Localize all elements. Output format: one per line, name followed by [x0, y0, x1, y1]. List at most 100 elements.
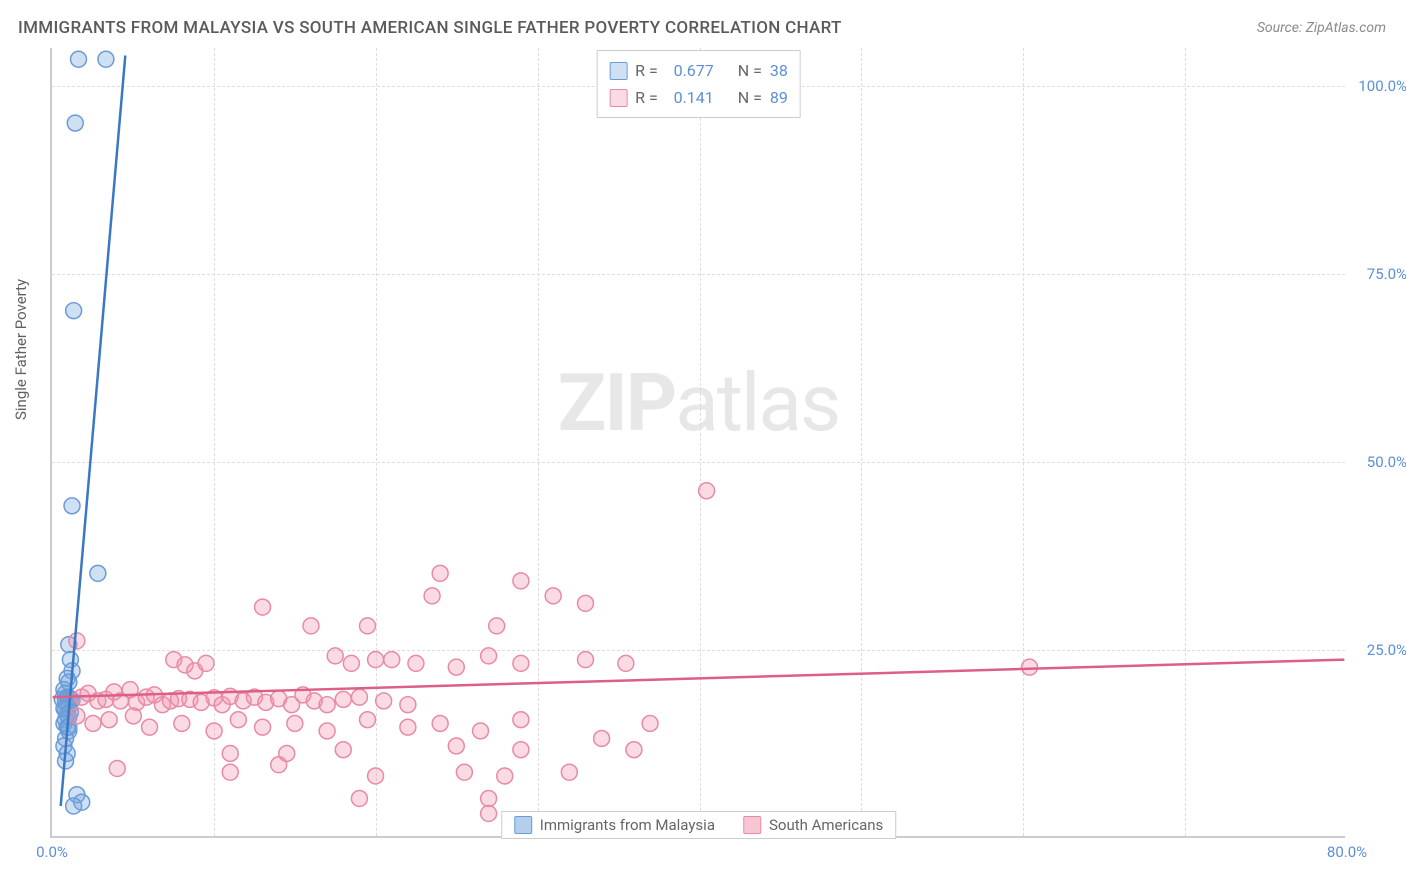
- legend-item: Immigrants from Malaysia: [514, 816, 715, 834]
- scatter-point: [448, 659, 464, 675]
- scatter-point: [98, 51, 114, 67]
- scatter-point: [174, 715, 190, 731]
- scatter-point: [456, 764, 472, 780]
- scatter-point: [222, 764, 238, 780]
- series-legend: Immigrants from Malaysia South Americans: [501, 811, 897, 839]
- scatter-point: [335, 742, 351, 758]
- scatter-point: [287, 715, 303, 731]
- scatter-point: [513, 655, 529, 671]
- scatter-point: [561, 764, 577, 780]
- scatter-point: [1022, 659, 1038, 675]
- scatter-point: [67, 115, 83, 131]
- correlation-row: R = 0.141 N = 89: [609, 84, 788, 111]
- swatch-icon: [609, 89, 627, 107]
- scatter-point: [368, 652, 384, 668]
- scatter-point: [360, 618, 376, 634]
- scatter-point: [481, 790, 497, 806]
- swatch-icon: [743, 816, 761, 834]
- scatter-point: [577, 595, 593, 611]
- scatter-point: [85, 715, 101, 731]
- scatter-point: [64, 498, 80, 514]
- legend-item: South Americans: [743, 816, 883, 834]
- scatter-point: [255, 599, 271, 615]
- scatter-point: [448, 738, 464, 754]
- r-value: 0.141: [666, 84, 714, 111]
- scatter-point: [360, 712, 376, 728]
- scatter-point: [319, 697, 335, 713]
- n-value: 38: [770, 57, 788, 84]
- scatter-point: [497, 768, 513, 784]
- scatter-point: [400, 697, 416, 713]
- scatter-point: [125, 708, 141, 724]
- scatter-point: [513, 742, 529, 758]
- scatter-point: [319, 723, 335, 739]
- scatter-point: [69, 633, 85, 649]
- scatter-point: [489, 618, 505, 634]
- scatter-point: [230, 712, 246, 728]
- scatter-point: [618, 655, 634, 671]
- y-axis-label: Single Father Poverty: [12, 279, 30, 420]
- scatter-point: [303, 618, 319, 634]
- scatter-point: [90, 565, 106, 581]
- y-tick-label: 50.0%: [1367, 453, 1406, 471]
- r-value: 0.677: [666, 57, 714, 84]
- scatter-point: [400, 719, 416, 735]
- scatter-point: [368, 768, 384, 784]
- x-tick-label: 0.0%: [36, 843, 68, 861]
- y-tick-label: 75.0%: [1367, 265, 1406, 283]
- scatter-point: [222, 745, 238, 761]
- scatter-point: [271, 757, 287, 773]
- swatch-icon: [609, 62, 627, 80]
- scatter-point: [70, 51, 86, 67]
- scatter-point: [327, 648, 343, 664]
- scatter-point: [473, 723, 489, 739]
- x-tick-label: 80.0%: [1327, 843, 1367, 861]
- legend-label: South Americans: [769, 816, 883, 834]
- trend-line: [53, 660, 1345, 698]
- scatter-point: [594, 730, 610, 746]
- scatter-point: [513, 712, 529, 728]
- scatter-point: [577, 652, 593, 668]
- scatter-point: [206, 723, 222, 739]
- scatter-point: [109, 760, 125, 776]
- scatter-point: [351, 689, 367, 705]
- y-tick-label: 100.0%: [1358, 77, 1406, 95]
- r-label: R =: [635, 57, 658, 84]
- scatter-point: [424, 588, 440, 604]
- scatter-point: [626, 742, 642, 758]
- r-label: R =: [635, 84, 658, 111]
- scatter-point: [699, 483, 715, 499]
- scatter-point: [198, 655, 214, 671]
- n-label: N =: [738, 84, 762, 111]
- scatter-point: [351, 790, 367, 806]
- scatter-point: [66, 303, 82, 319]
- scatter-point: [66, 798, 82, 814]
- scatter-point: [432, 715, 448, 731]
- n-label: N =: [738, 57, 762, 84]
- chart-plot-area: ZIPatlas R = 0.677 N = 38 R = 0.141 N = …: [50, 48, 1345, 838]
- scatter-point: [335, 691, 351, 707]
- source-attribution: Source: ZipAtlas.com: [1257, 20, 1386, 36]
- chart-title: IMMIGRANTS FROM MALAYSIA VS SOUTH AMERIC…: [18, 18, 842, 38]
- scatter-point: [432, 565, 448, 581]
- legend-label: Immigrants from Malaysia: [540, 816, 715, 834]
- scatter-point: [101, 712, 117, 728]
- correlation-row: R = 0.677 N = 38: [609, 57, 788, 84]
- correlation-legend: R = 0.677 N = 38 R = 0.141 N = 89: [596, 50, 801, 118]
- scatter-point: [343, 655, 359, 671]
- swatch-icon: [514, 816, 532, 834]
- scatter-point: [408, 655, 424, 671]
- n-value: 89: [770, 84, 788, 111]
- scatter-point: [69, 708, 85, 724]
- scatter-point: [384, 652, 400, 668]
- scatter-point: [142, 719, 158, 735]
- scatter-point: [513, 573, 529, 589]
- y-tick-label: 25.0%: [1367, 641, 1406, 659]
- scatter-point: [642, 715, 658, 731]
- scatter-point: [545, 588, 561, 604]
- scatter-point: [376, 693, 392, 709]
- scatter-point: [481, 806, 497, 822]
- scatter-point: [255, 719, 271, 735]
- scatter-plot-svg: [52, 48, 1345, 836]
- scatter-point: [481, 648, 497, 664]
